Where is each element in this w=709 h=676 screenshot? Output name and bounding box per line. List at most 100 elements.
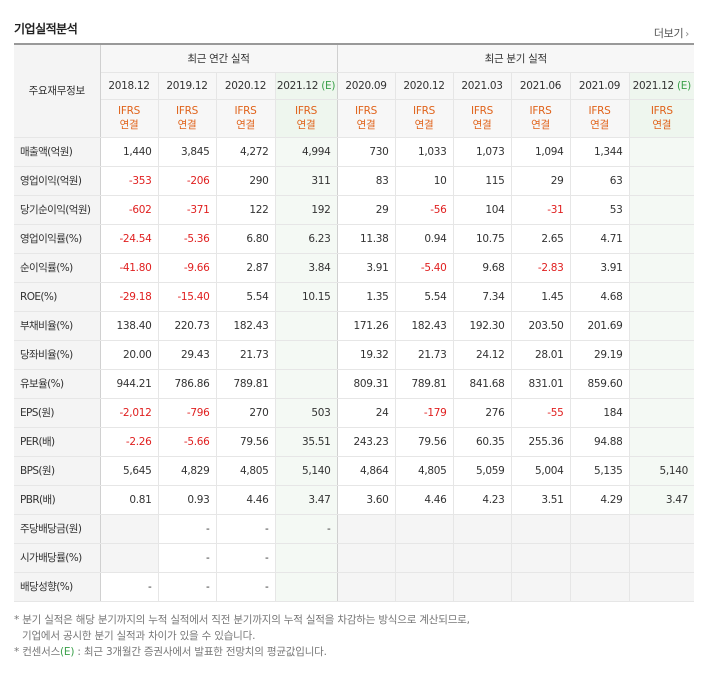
table-cell [629,369,695,399]
section-title: 기업실적분석 [14,22,78,36]
table-cell [453,572,512,602]
table-cell: 60.35 [453,427,512,457]
table-row: 유보율(%) 944.21 786.86 789.81 809.31 789.81 841.… [14,369,695,399]
period-header: 2020.12 [216,72,276,100]
period-header: 2021.06 [511,72,571,100]
table-cell: 184 [570,397,630,428]
table-cell [570,572,630,602]
table-cell [395,572,454,602]
table-cell [100,543,159,573]
table-cell: - [158,572,217,602]
table-cell: 3.91 [337,253,396,283]
table-cell: -41.80 [100,253,159,283]
table-cell: 4,272 [216,136,276,167]
table-row: 부채비율(%) 138.40 220.73 182.43 171.26 182.43 192… [14,310,695,341]
table-cell [629,253,695,283]
table-cell: -602 [100,195,159,225]
table-cell [275,369,338,399]
header-group-row: 주요재무정보 최근 연간 실적 최근 분기 실적 [14,44,695,138]
table-cell [453,543,512,573]
row-label: 주당배당금(원) [14,513,101,544]
table-cell [337,543,396,573]
table-cell: 10 [395,166,454,196]
consolidated-label: 연결 [177,119,197,131]
table-cell: 3.84 [275,253,338,283]
table-cell: -179 [395,397,454,428]
group-quarterly: 최근 분기 실적 [337,44,695,73]
ifrs-header: IFRS 연결 [337,99,396,138]
table-row: 영업이익률(%) -24.54 -5.36 6.80 6.23 11.38 0.94 10.7… [14,223,695,254]
consolidated-label: 연결 [236,119,255,131]
row-label: 당좌비율(%) [14,340,101,370]
header-period-row: 2018.12 2019.12 2020.12 2021.12 (E) 2020.09 2… [14,72,695,100]
row-label: 부채비율(%) [14,310,101,341]
row-label: 시가배당률(%) [14,543,101,573]
table-cell: 4,829 [158,456,217,486]
table-cell: 220.73 [158,310,217,341]
table-cell [629,223,695,254]
table-cell: 0.93 [158,485,217,515]
consolidated-label: 연결 [296,119,316,131]
table-cell: - [158,543,217,573]
table-cell: 192 [275,195,338,225]
row-label: 당기순이익(억원) [14,195,101,225]
table-cell: 35.51 [275,427,338,457]
ifrs-header: IFRS 연결 [395,99,454,138]
table-cell: - [100,572,159,602]
table-cell [395,513,454,544]
table-cell [629,195,695,225]
table-cell [337,513,396,544]
table-cell: 311 [275,166,338,196]
table-cell: 5,140 [275,456,338,486]
table-cell: 19.32 [337,340,396,370]
table-cell [629,513,695,544]
ifrs-label: IFRS [176,105,198,117]
ifrs-label: IFRS [295,105,317,117]
table-cell: 859.60 [570,369,630,399]
table-cell: 789.81 [216,369,276,399]
table-row: 당좌비율(%) 20.00 29.43 21.73 19.32 21.73 24.12 28.… [14,340,695,370]
period-label: 2021.12 [276,79,319,92]
table-cell: 79.56 [216,427,276,457]
table-cell: 171.26 [337,310,396,341]
footnotes: * 분기 실적은 해당 분기까지의 누적 실적에서 직전 분기까지의 누적 실적… [14,612,470,660]
table-cell [629,282,695,312]
table-row: ROE(%) -29.18 -15.40 5.54 10.15 1.35 5.54 7.34 1… [14,282,695,312]
table-cell: 29.19 [570,340,630,370]
table-cell [629,136,695,167]
more-link[interactable]: 더보기 › [654,25,689,41]
table-cell: 201.69 [570,310,630,341]
table-cell: 5,645 [100,456,159,486]
ifrs-header: IFRS 연결 [453,99,512,138]
row-label: PBR(배) [14,485,101,515]
more-label: 더보기 [653,27,684,40]
row-label: BPS(원) [14,456,101,486]
table-cell: 1,440 [100,136,159,167]
table-cell: 29 [511,166,571,196]
table-cell: 20.00 [100,340,159,370]
table-cell: 4.46 [216,485,276,515]
table-cell: 730 [337,136,396,167]
period-header: 2021.12 (E) [629,72,695,100]
row-label: 배당성향(%) [14,572,101,602]
table-cell [629,427,695,457]
consolidated-label: 연결 [472,119,492,131]
table-cell: 831.01 [511,369,571,399]
row-label: 영업이익(억원) [14,166,101,196]
table-cell: -371 [158,195,217,225]
table-row: 배당성향(%) - - - [14,572,695,602]
table-cell: - [216,543,276,573]
table-cell: 4.46 [395,485,454,515]
footnote-1-cont: 기업에서 공시한 분기 실적과 차이가 있을 수 있습니다. [22,630,256,642]
table-cell [629,310,695,341]
table-cell: 21.73 [395,340,454,370]
table-cell: 63 [570,166,630,196]
group-annual: 최근 연간 실적 [100,44,338,73]
period-label: 2021.09 [578,79,621,92]
consolidated-label: 연결 [531,119,550,131]
table-cell: -2.26 [100,427,159,457]
table-cell: 0.94 [395,223,454,254]
table-cell [395,543,454,573]
ifrs-header: IFRS 연결 [275,99,338,138]
ifrs-label: IFRS [413,105,435,117]
